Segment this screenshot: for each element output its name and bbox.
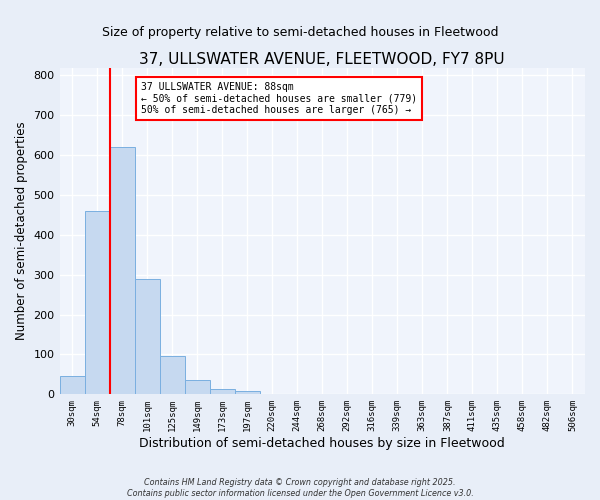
Bar	[209, 389, 235, 394]
Bar	[110, 147, 134, 394]
Bar	[185, 380, 209, 394]
X-axis label: Distribution of semi-detached houses by size in Fleetwood: Distribution of semi-detached houses by …	[139, 437, 505, 450]
Bar	[85, 211, 110, 394]
Y-axis label: Number of semi-detached properties: Number of semi-detached properties	[15, 122, 28, 340]
Bar	[160, 356, 185, 395]
Text: 37 ULLSWATER AVENUE: 88sqm
← 50% of semi-detached houses are smaller (779)
50% o: 37 ULLSWATER AVENUE: 88sqm ← 50% of semi…	[141, 82, 417, 116]
Text: Contains HM Land Registry data © Crown copyright and database right 2025.
Contai: Contains HM Land Registry data © Crown c…	[127, 478, 473, 498]
Text: Size of property relative to semi-detached houses in Fleetwood: Size of property relative to semi-detach…	[102, 26, 498, 39]
Bar	[59, 376, 85, 394]
Bar	[235, 391, 260, 394]
Bar	[134, 278, 160, 394]
Title: 37, ULLSWATER AVENUE, FLEETWOOD, FY7 8PU: 37, ULLSWATER AVENUE, FLEETWOOD, FY7 8PU	[139, 52, 505, 68]
